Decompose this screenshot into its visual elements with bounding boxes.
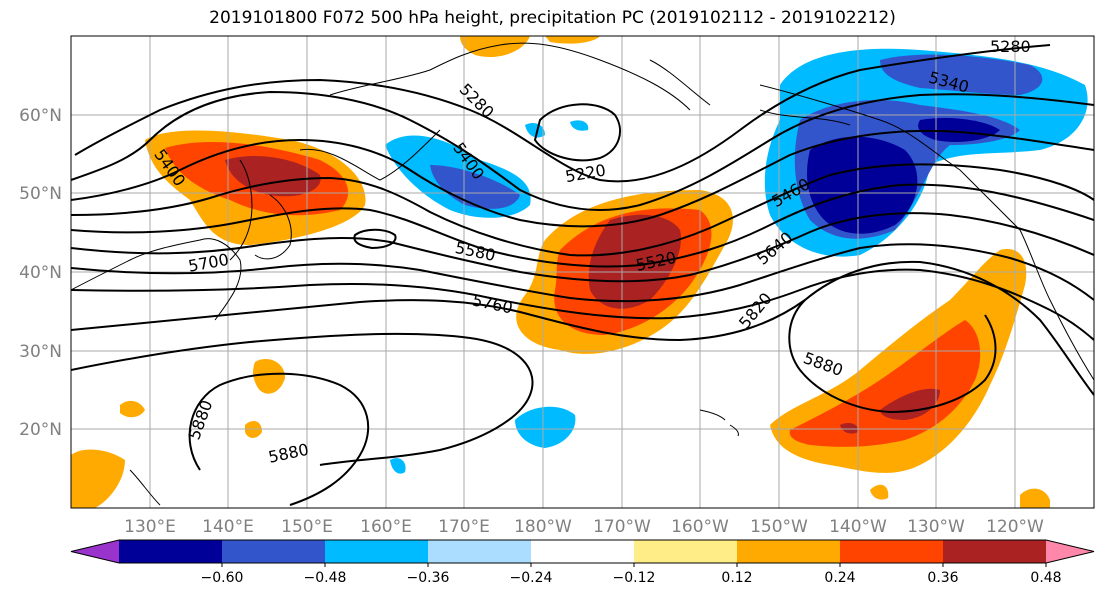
lon-label: 160°W	[671, 517, 729, 537]
colorbar: −0.60 −0.48 −0.36 −0.24 −0.12 0.12 0.24 0.36 0.4…	[70, 539, 1095, 586]
lon-label: 140°W	[829, 517, 887, 537]
longitude-labels: 130°E 140°E 150°E 160°E 170°E 180°W 170°…	[124, 517, 1044, 537]
height-contours	[71, 44, 1094, 506]
map-frame	[70, 35, 1095, 509]
lat-label: 50°N	[19, 184, 62, 204]
colorbar-tick-label: 0.24	[824, 570, 855, 586]
colorbar-tick-label: −0.24	[510, 570, 553, 586]
colorbar-segment	[634, 540, 738, 563]
colorbar-tick-label: 0.12	[721, 570, 752, 586]
colorbar-segment	[531, 540, 635, 563]
colorbar-segment	[428, 540, 532, 563]
lon-label: 170°W	[593, 517, 651, 537]
lat-label: 30°N	[19, 342, 62, 362]
lon-label: 120°W	[986, 517, 1044, 537]
coastlines	[71, 42, 1094, 506]
lon-label: 140°E	[202, 517, 254, 537]
colorbar-extend-low	[71, 540, 119, 563]
colorbar-tick-label: 0.48	[1030, 570, 1061, 586]
colorbar-tick-label: 0.36	[927, 570, 958, 586]
map-area: 5280 5400 5400 5220 5700 5580 5520 5460 …	[71, 36, 1094, 508]
colorbar-segment	[325, 540, 429, 563]
colorbar-segment	[943, 540, 1047, 563]
colorbar-extend-high	[1046, 540, 1094, 563]
colorbar-tick-label: −0.12	[613, 570, 656, 586]
lon-label: 150°E	[281, 517, 333, 537]
lon-label: 170°E	[438, 517, 490, 537]
colorbar-tick-label: −0.60	[201, 570, 244, 586]
lon-label: 180°W	[514, 517, 572, 537]
colorbar-segment	[840, 540, 944, 563]
lon-label: 130°W	[907, 517, 965, 537]
colorbar-outline	[70, 539, 1095, 564]
colorbar-tick-label: −0.36	[407, 570, 450, 586]
colorbar-segment	[119, 540, 223, 563]
lat-label: 60°N	[19, 106, 62, 126]
lat-label: 40°N	[19, 263, 62, 283]
latitude-labels: 60°N 50°N 40°N 30°N 20°N	[19, 106, 62, 440]
lon-label: 150°W	[750, 517, 808, 537]
lat-label: 20°N	[19, 420, 62, 440]
lon-label: 130°E	[124, 517, 176, 537]
colorbar-tick-label: −0.48	[304, 570, 347, 586]
lon-label: 160°E	[360, 517, 412, 537]
map-title: 2019101800 F072 500 hPa height, precipit…	[209, 8, 896, 28]
contour-label: 5280	[990, 37, 1031, 56]
colorbar-segment	[222, 540, 326, 563]
colorbar-segment	[737, 540, 841, 563]
